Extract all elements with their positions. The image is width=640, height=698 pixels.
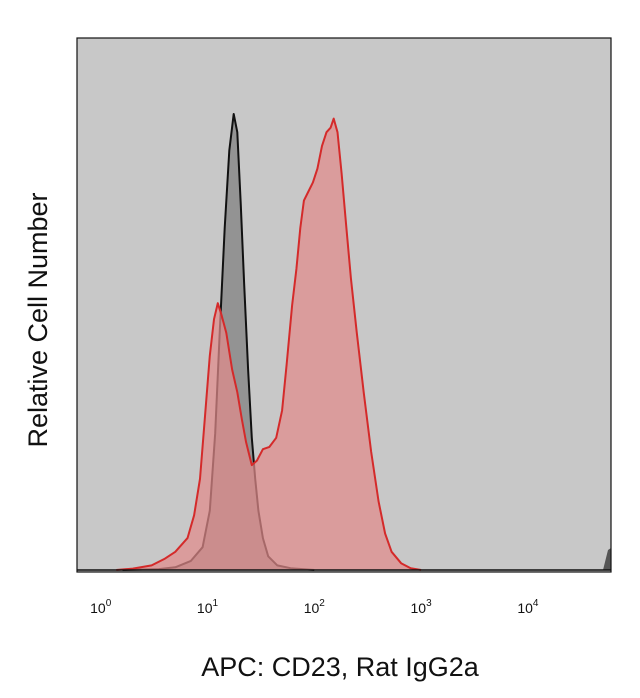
x-tick-label-3: 103 bbox=[411, 598, 433, 616]
edge-spike bbox=[603, 548, 611, 570]
y-axis-title: Relative Cell Number bbox=[23, 192, 53, 447]
x-axis-title: APC: CD23, Rat IgG2a bbox=[201, 652, 480, 682]
histogram-fill-2 bbox=[116, 118, 422, 570]
plot-frame bbox=[76, 37, 612, 573]
series-layer bbox=[77, 113, 611, 571]
x-tick-label-2: 102 bbox=[304, 598, 326, 616]
histogram-line-2 bbox=[116, 117, 422, 571]
x-tick-label-1: 101 bbox=[197, 598, 219, 616]
x-tick-label-0: 100 bbox=[90, 598, 112, 616]
x-tick-labels: 100 101 102 103 104 bbox=[90, 598, 539, 616]
x-tick-label-4: 104 bbox=[517, 598, 539, 616]
